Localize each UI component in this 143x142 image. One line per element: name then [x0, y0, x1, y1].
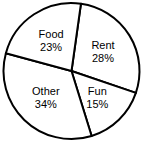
svg-text:28%: 28%: [92, 52, 114, 64]
svg-text:34%: 34%: [35, 98, 57, 110]
svg-text:Other: Other: [32, 85, 60, 97]
svg-text:15%: 15%: [86, 98, 108, 110]
svg-text:Food: Food: [39, 28, 64, 40]
svg-text:23%: 23%: [40, 41, 62, 53]
svg-text:Fun: Fun: [88, 85, 107, 97]
svg-text:Rent: Rent: [91, 39, 114, 51]
